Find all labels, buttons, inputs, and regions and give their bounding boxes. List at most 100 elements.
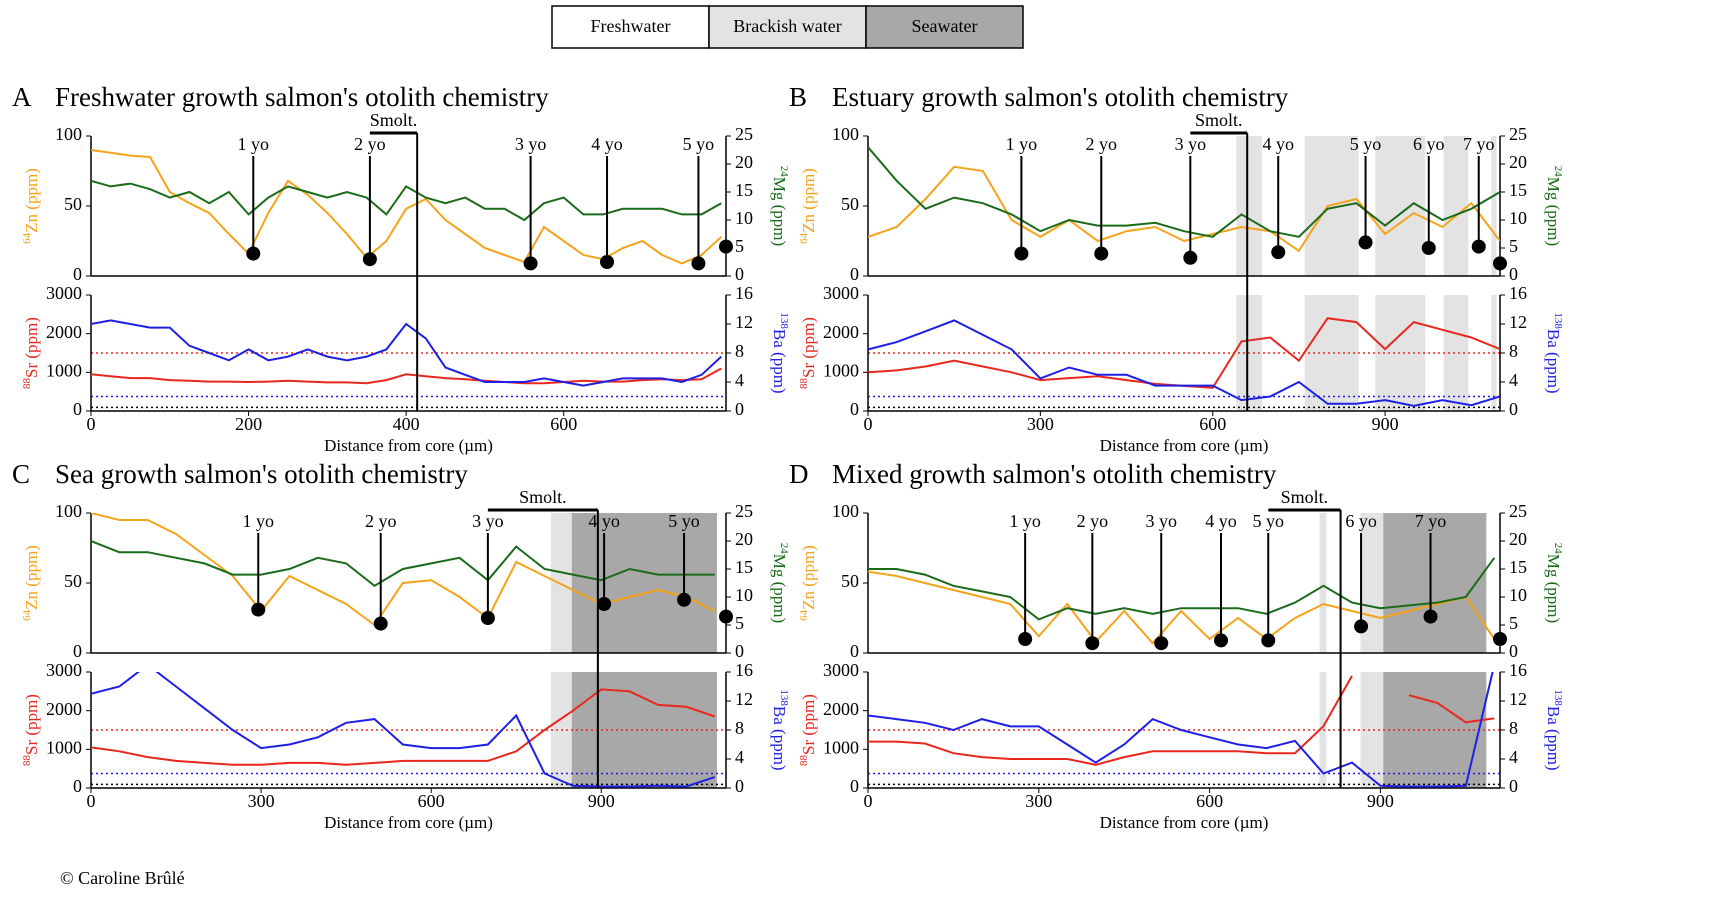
year-label: 7 yo (1415, 511, 1447, 531)
zone (571, 672, 717, 788)
x-tick-label: 0 (87, 791, 96, 811)
year-dot (597, 597, 612, 611)
year-label: 5 yo (683, 134, 715, 154)
y2-tick-label: 10 (1509, 208, 1527, 228)
year-dot (600, 255, 615, 269)
panel-letter: D (789, 459, 809, 489)
year-label: 2 yo (354, 134, 386, 154)
y-tick-label: 0 (73, 776, 82, 796)
panel-letter: A (12, 82, 32, 112)
y2-tick-label: 16 (1509, 283, 1527, 303)
year-dot (1085, 636, 1100, 651)
y2-tick-label: 16 (1509, 660, 1527, 680)
series-line (91, 513, 716, 627)
x-tick-label: 300 (1025, 791, 1052, 811)
legend-label: Seawater (912, 16, 978, 36)
y2-tick-label: 25 (1509, 501, 1527, 521)
year-label: 6 yo (1413, 134, 1445, 154)
axis-label: 138Ba (ppm) (770, 689, 790, 770)
y-tick-label: 50 (64, 194, 82, 214)
y2-tick-label: 16 (735, 660, 753, 680)
smolt-label: Smolt. (370, 110, 418, 130)
x-axis-label: Distance from core (µm) (324, 436, 493, 455)
y2-tick-label: 0 (1509, 776, 1518, 796)
legend-box (865, 5, 1024, 49)
year-dot (251, 602, 266, 617)
axis-label-text: Mg (ppm) (1544, 177, 1563, 246)
year-dot (1214, 633, 1229, 648)
x-axis-label: Distance from core (µm) (324, 813, 493, 832)
axis-label-text: Sr (ppm) (22, 317, 41, 378)
year-label: 1 yo (238, 134, 270, 154)
year-dot (1493, 256, 1507, 271)
smolt-label: Smolt. (1195, 110, 1243, 130)
series-line (91, 540, 715, 588)
y-tick-label: 50 (841, 571, 859, 591)
year-label: 2 yo (365, 511, 397, 531)
axis-label-text: Sr (ppm) (799, 694, 818, 755)
year-label: 2 yo (1077, 511, 1109, 531)
year-label: 5 yo (1253, 511, 1285, 531)
axis-label-text: Mg (ppm) (1544, 554, 1563, 623)
axis-label: 24Mg (ppm) (1544, 543, 1564, 623)
y2-tick-label: 10 (735, 208, 753, 228)
y2-tick-label: 25 (1509, 124, 1527, 144)
legend-label: Freshwater (591, 16, 671, 36)
axis-label-sup: 24 (778, 543, 790, 555)
axis-label-text: Zn (ppm) (799, 545, 818, 610)
y-tick-label: 1000 (46, 737, 82, 757)
zone (550, 513, 572, 653)
y2-tick-label: 20 (1509, 529, 1527, 549)
zone (1319, 672, 1327, 788)
y-tick-label: 2000 (46, 322, 82, 342)
year-label: 1 yo (1006, 134, 1038, 154)
series-line (91, 688, 716, 766)
year-dot (1271, 245, 1286, 260)
y-tick-label: 0 (850, 776, 859, 796)
axis-label: 88Sr (ppm) (21, 694, 41, 766)
y-tick-label: 0 (73, 399, 82, 419)
axis-label: 138Ba (ppm) (770, 312, 790, 393)
year-label: 1 yo (1009, 511, 1041, 531)
axis-label-sup: 88 (21, 377, 33, 389)
x-tick-label: 900 (1367, 791, 1394, 811)
year-dot (1094, 246, 1109, 261)
series-line (868, 146, 1500, 238)
y-tick-label: 3000 (46, 660, 82, 680)
axis-label-text: Mg (ppm) (770, 554, 789, 623)
series-line (868, 570, 1496, 645)
year-dot (1354, 619, 1369, 634)
y-tick-label: 3000 (823, 660, 859, 680)
axis-label-text: Sr (ppm) (799, 317, 818, 378)
axis-label-text: Zn (ppm) (22, 545, 41, 610)
series-line (91, 319, 722, 387)
zone (571, 513, 717, 653)
x-tick-label: 600 (1196, 791, 1223, 811)
y2-tick-label: 8 (1509, 341, 1518, 361)
axis-label: 88Sr (ppm) (798, 317, 818, 389)
year-label: 3 yo (1145, 511, 1177, 531)
axis-label: 64Zn (ppm) (21, 545, 41, 621)
axis-label: 24Mg (ppm) (770, 166, 790, 246)
year-dot (719, 239, 733, 254)
y2-tick-label: 15 (735, 557, 753, 577)
year-label: 4 yo (588, 511, 620, 531)
year-label: 5 yo (668, 511, 700, 531)
axis-label-text: Sr (ppm) (22, 694, 41, 755)
x-tick-label: 200 (235, 414, 262, 434)
zone (1383, 513, 1487, 653)
y2-tick-label: 12 (1509, 689, 1527, 709)
y-tick-label: 100 (55, 124, 82, 144)
y2-tick-label: 4 (1509, 370, 1518, 390)
y-tick-label: 50 (841, 194, 859, 214)
y2-tick-label: 0 (735, 776, 744, 796)
y-tick-label: 1000 (823, 737, 859, 757)
y2-tick-label: 0 (1509, 641, 1518, 661)
series-line (91, 672, 716, 788)
x-tick-label: 0 (864, 791, 873, 811)
year-label: 6 yo (1345, 511, 1377, 531)
axis-label: 24Mg (ppm) (1544, 166, 1564, 246)
x-tick-label: 0 (87, 414, 96, 434)
axis-label-sup: 64 (798, 609, 810, 621)
